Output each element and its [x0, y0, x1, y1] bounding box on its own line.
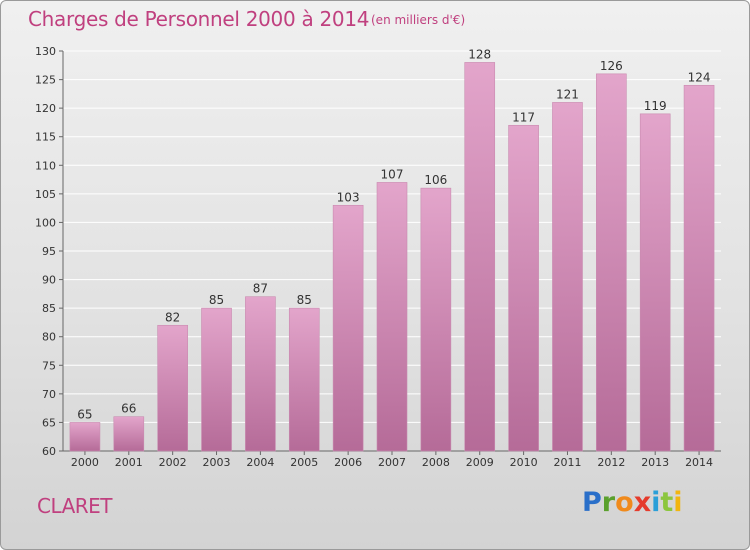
data-label: 117	[512, 110, 535, 124]
x-tick-label: 2014	[685, 456, 713, 469]
bar-2014	[683, 84, 715, 452]
y-tick-label: 105	[35, 188, 56, 201]
x-tick-label: 2001	[115, 456, 143, 469]
logo-letter: t	[660, 487, 674, 518]
bar-2010	[508, 124, 539, 452]
data-label: 82	[165, 310, 180, 324]
bar-2003	[201, 307, 232, 452]
x-tick-labels: 2000 2001 2002 2003 2004 2005 2006 2007 2008 2009…	[71, 456, 713, 469]
bar-2005	[288, 307, 320, 452]
y-tick-label: 125	[35, 74, 56, 87]
y-tick-label: 95	[42, 245, 56, 258]
data-labels: 65 66 82 85 87 85 103 107 106 128 117 121 126 119 124	[77, 47, 710, 421]
bar-2001	[113, 416, 145, 452]
data-label: 121	[556, 87, 579, 101]
bars	[69, 62, 715, 452]
bar-2009	[464, 62, 496, 452]
proxiti-logo: Proxiti	[582, 487, 683, 518]
bar-2007	[376, 182, 408, 452]
logo-letter: i	[673, 487, 683, 518]
bar-2002	[157, 324, 188, 452]
x-tick-label: 2004	[246, 456, 274, 469]
x-tick-label: 2011	[553, 456, 581, 469]
x-tick-label: 2006	[334, 456, 362, 469]
y-tick-label: 130	[35, 45, 56, 58]
data-label: 126	[600, 59, 623, 73]
data-label: 103	[337, 190, 360, 204]
y-tick-label: 80	[42, 331, 56, 344]
data-label: 106	[424, 173, 447, 187]
bar-2013	[639, 113, 671, 452]
x-tick-label: 2005	[290, 456, 318, 469]
y-tick-label: 90	[42, 274, 56, 287]
x-tick-label: 2000	[71, 456, 99, 469]
x-tick-label: 2010	[510, 456, 538, 469]
data-label: 85	[209, 293, 224, 307]
chart-title: Charges de Personnel 2000 à 2014	[28, 7, 370, 31]
bar-2011	[552, 102, 583, 452]
chart-subtitle: (en milliers d'€)	[371, 13, 466, 27]
data-label: 124	[688, 70, 711, 84]
x-tick-label: 2007	[378, 456, 406, 469]
bar-2006	[332, 204, 364, 452]
y-tick-labels: 60 65 70 75 80 85 90 95 100 105 110 115 120 125 130	[35, 45, 56, 458]
logo-letter: P	[582, 487, 602, 518]
commune-name: CLARET	[37, 494, 113, 518]
x-tick-label: 2008	[422, 456, 450, 469]
y-tick-label: 75	[42, 359, 56, 372]
logo-letter: i	[651, 487, 661, 518]
data-label: 119	[644, 99, 667, 113]
y-tick-label: 115	[35, 131, 56, 144]
bar-2008	[420, 187, 452, 452]
y-tick-label: 110	[35, 159, 56, 172]
y-tick-label: 65	[42, 416, 56, 429]
x-tick-label: 2013	[641, 456, 669, 469]
y-tick-label: 85	[42, 302, 56, 315]
x-tick-label: 2003	[203, 456, 231, 469]
bar-2004	[245, 296, 276, 452]
data-label: 85	[297, 293, 312, 307]
bar-2012	[596, 73, 627, 452]
data-label: 66	[121, 402, 136, 416]
logo-letter: r	[601, 487, 616, 518]
bar-2000	[69, 422, 101, 452]
y-tick-label: 60	[42, 445, 56, 458]
logo-letter: o	[615, 487, 634, 518]
data-label: 87	[253, 282, 268, 296]
data-label: 107	[381, 167, 404, 181]
x-tick-label: 2012	[597, 456, 625, 469]
y-tick-label: 70	[42, 388, 56, 401]
y-tick-label: 120	[35, 102, 56, 115]
data-label: 65	[77, 407, 92, 421]
x-tick-label: 2002	[159, 456, 187, 469]
y-tick-label: 100	[35, 216, 56, 229]
logo-letter: x	[633, 487, 652, 518]
x-tick-label: 2009	[466, 456, 494, 469]
data-label: 128	[468, 47, 491, 61]
